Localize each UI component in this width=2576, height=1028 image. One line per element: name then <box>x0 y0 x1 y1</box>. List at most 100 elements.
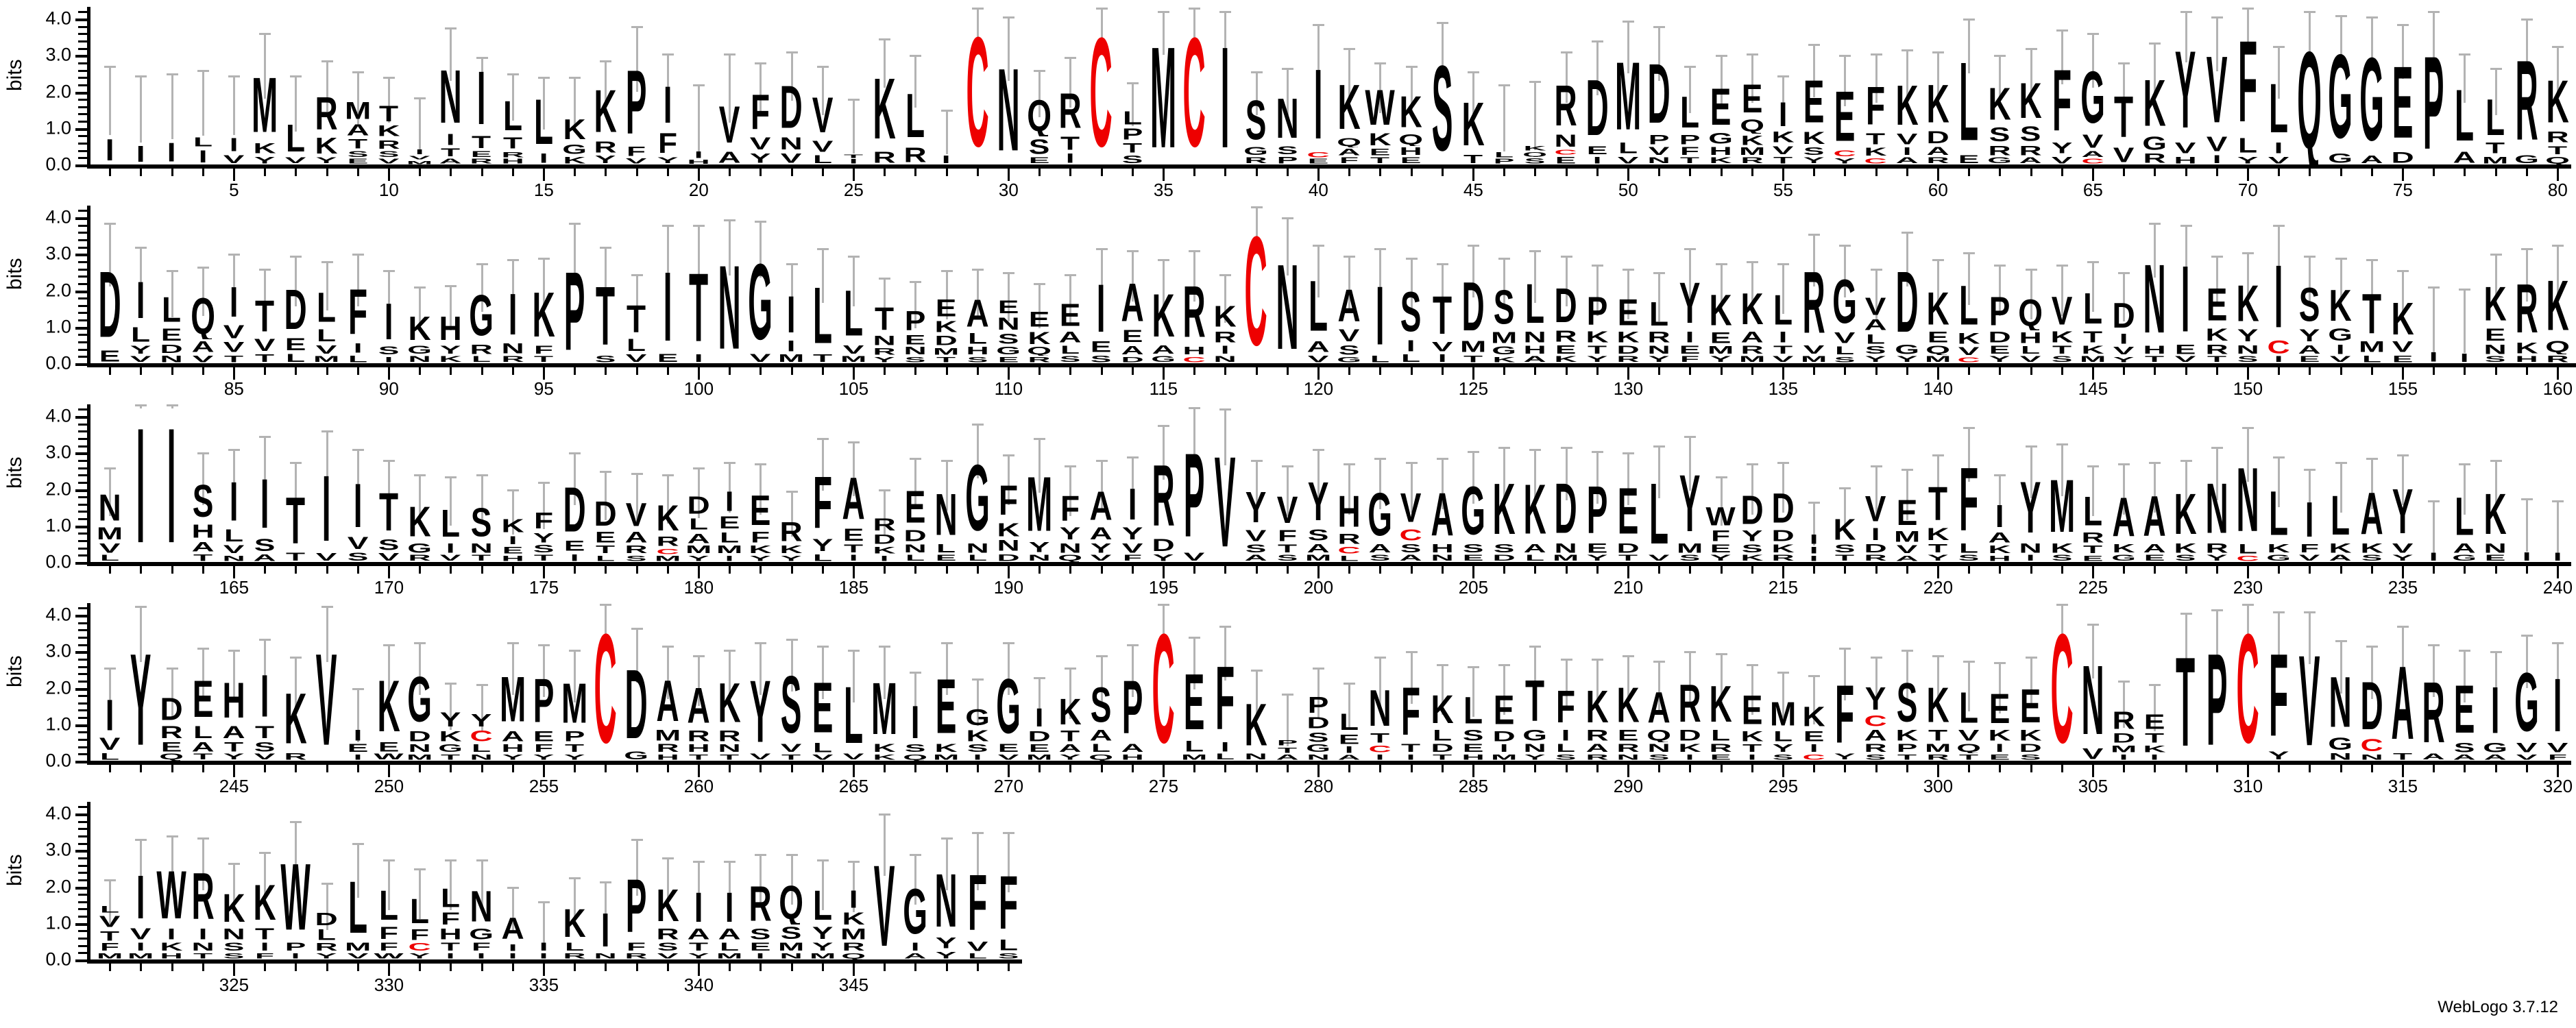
svg-text:A: A <box>1648 686 1670 728</box>
svg-text:Y: Y <box>440 344 461 355</box>
x-tick-minor <box>1348 367 1351 375</box>
error-bar-cap <box>1560 51 1572 53</box>
svg-text:C: C <box>2268 338 2290 356</box>
logo-letter-S: S <box>1644 753 1674 761</box>
svg-text:D: D <box>1895 259 1918 342</box>
svg-text:I: I <box>291 952 300 959</box>
error-bar-cap <box>228 75 240 77</box>
logo-letter-M: M <box>1675 541 1705 554</box>
logo-row-2: bits 0.0 1.0 2.0 3.0 4.0 D E I L Y V L E D N Q A V I V V T 85 T V… <box>0 199 2576 399</box>
logo-letter-M: M <box>125 952 156 959</box>
svg-text:K: K <box>284 683 307 752</box>
error-bar-cap <box>2149 684 2161 687</box>
svg-text:G: G <box>407 541 432 554</box>
logo-letter-Q: Q <box>1644 728 1674 742</box>
svg-text:T: T <box>379 103 398 124</box>
logo-letter-T: T <box>1396 742 1426 753</box>
x-tick-minor <box>2215 566 2218 574</box>
svg-text:K: K <box>501 516 524 535</box>
logo-letter-E: E <box>95 348 125 363</box>
svg-text:Q: Q <box>1399 132 1424 146</box>
y-tick-minor <box>78 69 88 72</box>
x-tick-minor <box>140 765 143 772</box>
x-tick-minor <box>202 566 204 574</box>
logo-letter-P: P <box>1117 670 1147 742</box>
x-tick-minor <box>1193 367 1196 375</box>
svg-text:C: C <box>2236 611 2259 761</box>
error-bar <box>1715 652 1727 705</box>
logo-letter-I: I <box>838 554 868 562</box>
logo-letter-D: D <box>1551 473 1581 541</box>
logo-letter-Y: Y <box>1675 274 1705 330</box>
svg-text:M: M <box>1615 48 1641 141</box>
svg-text:L: L <box>2455 489 2474 541</box>
error-bar-cap <box>1808 234 1821 236</box>
logo-letter-P: P <box>1117 126 1147 141</box>
svg-text:P: P <box>1308 694 1329 715</box>
svg-text:T: T <box>348 137 368 150</box>
y-tick-minor <box>78 437 88 440</box>
logo-letter-H: H <box>2170 156 2200 164</box>
x-tick-minor <box>419 169 422 176</box>
logo-letter-A: A <box>1334 754 1364 761</box>
x-tick-label: 320 <box>2542 776 2573 796</box>
error-bar <box>290 657 302 708</box>
y-tick-major <box>75 55 88 58</box>
svg-text:V: V <box>316 552 337 562</box>
svg-text:A: A <box>2143 542 2166 554</box>
svg-text:L: L <box>1463 692 1483 728</box>
x-tick-label: 270 <box>993 776 1024 796</box>
error-bar <box>2241 427 2254 482</box>
y-tick-minor <box>78 554 88 557</box>
logo-letter-I: I <box>869 554 899 562</box>
logo-letter-R: R <box>1737 344 1767 355</box>
logo-letter-M: M <box>559 675 590 729</box>
y-tick-minor <box>78 547 88 550</box>
svg-text:M: M <box>1739 146 1765 156</box>
logo-letter-Y: Y <box>250 156 280 164</box>
error-bar <box>1498 84 1511 152</box>
logo-letter-S: S <box>900 743 930 753</box>
svg-text:K: K <box>1834 515 1856 543</box>
y-tick-label: 4.0 <box>45 803 71 824</box>
svg-text:S: S <box>2175 554 2196 562</box>
logo-letter-V: V <box>1892 132 1922 146</box>
error-bar-cap <box>1250 206 1263 209</box>
error-bar <box>971 678 984 726</box>
y-tick-minor <box>78 753 88 756</box>
error-bar-cap <box>816 66 829 69</box>
logo-letter-G: G <box>1365 484 1395 543</box>
logo-letter-F: F <box>528 743 559 753</box>
error-bar-cap <box>1529 249 1542 252</box>
svg-text:E: E <box>2144 711 2165 731</box>
logo-letter-Y: Y <box>1768 743 1798 753</box>
logo-letter-R: R <box>2418 670 2449 752</box>
svg-text:M: M <box>2080 355 2106 363</box>
x-tick-label: 115 <box>1149 378 1178 399</box>
x-tick-minor <box>109 169 112 176</box>
logo-letter-S: S <box>2233 355 2263 363</box>
logo-letter-D: D <box>1148 537 1178 553</box>
error-bar <box>2211 447 2223 500</box>
logo-letter-S: S <box>374 537 404 552</box>
logo-letter-F: F <box>1210 653 1240 740</box>
error-bar <box>1901 649 1913 702</box>
x-tick-major <box>1472 169 1474 181</box>
svg-text:V: V <box>2082 132 2104 150</box>
svg-text:K: K <box>873 66 896 149</box>
svg-text:E: E <box>2020 683 2041 729</box>
svg-text:Y: Y <box>657 156 678 164</box>
x-tick-minor <box>1348 765 1351 772</box>
logo-letter-T: T <box>1830 554 1860 562</box>
x-tick-label: 160 <box>2542 378 2573 399</box>
error-bar <box>1189 249 1201 302</box>
